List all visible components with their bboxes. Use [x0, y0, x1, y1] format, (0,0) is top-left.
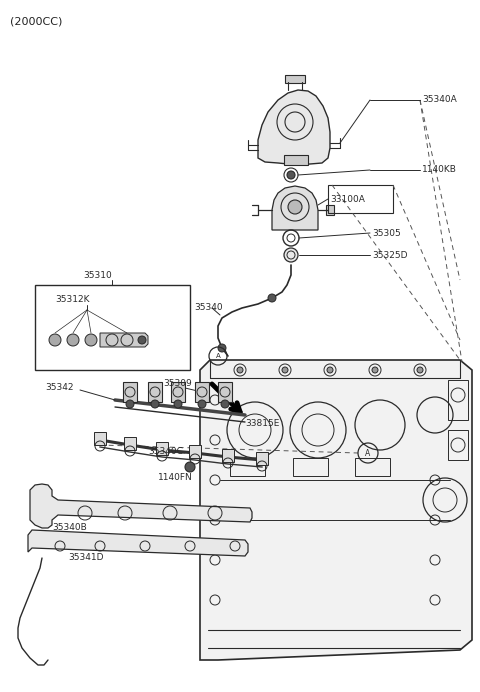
Bar: [230, 458, 265, 476]
Circle shape: [288, 200, 302, 214]
Text: 35312K: 35312K: [55, 295, 89, 304]
Circle shape: [85, 334, 97, 346]
Polygon shape: [256, 452, 268, 465]
Polygon shape: [156, 442, 168, 455]
Bar: [285, 75, 305, 83]
Bar: [448, 380, 468, 420]
Circle shape: [218, 344, 226, 352]
Circle shape: [174, 400, 182, 408]
Text: 1140KB: 1140KB: [422, 165, 457, 174]
Text: A: A: [365, 448, 371, 457]
Polygon shape: [148, 382, 162, 402]
Text: 33815E: 33815E: [245, 419, 279, 428]
Text: 35340C: 35340C: [148, 448, 183, 457]
Text: 35342: 35342: [45, 383, 73, 392]
Text: 1140FN: 1140FN: [158, 473, 193, 482]
Circle shape: [282, 367, 288, 373]
Polygon shape: [195, 382, 209, 402]
Circle shape: [237, 367, 243, 373]
Text: 35310: 35310: [83, 271, 112, 280]
Circle shape: [372, 367, 378, 373]
Polygon shape: [123, 382, 137, 402]
Bar: [448, 430, 468, 460]
Text: 35325D: 35325D: [372, 251, 408, 260]
Bar: [355, 458, 390, 476]
Text: (2000CC): (2000CC): [10, 17, 62, 27]
Polygon shape: [258, 90, 330, 165]
Circle shape: [221, 400, 229, 408]
Polygon shape: [28, 530, 248, 556]
Polygon shape: [222, 449, 234, 462]
Text: 35309: 35309: [163, 379, 192, 388]
Circle shape: [185, 462, 195, 472]
Text: A: A: [216, 353, 220, 359]
Polygon shape: [171, 382, 185, 402]
Bar: [326, 205, 334, 215]
Circle shape: [287, 171, 295, 179]
Bar: [284, 155, 308, 165]
Text: 33100A: 33100A: [330, 196, 365, 205]
Circle shape: [284, 248, 298, 262]
Polygon shape: [94, 432, 106, 445]
Polygon shape: [218, 382, 232, 402]
Bar: [328, 185, 393, 213]
Polygon shape: [124, 437, 136, 450]
Text: 35340B: 35340B: [52, 524, 87, 533]
Circle shape: [198, 400, 206, 408]
Text: 35305: 35305: [372, 228, 401, 237]
Polygon shape: [272, 186, 318, 230]
Circle shape: [138, 336, 146, 344]
Circle shape: [126, 400, 134, 408]
Text: 35340: 35340: [194, 304, 223, 313]
Circle shape: [417, 367, 423, 373]
Circle shape: [268, 294, 276, 302]
Circle shape: [327, 367, 333, 373]
Circle shape: [67, 334, 79, 346]
Text: 35340A: 35340A: [422, 95, 457, 104]
Polygon shape: [200, 360, 472, 660]
Polygon shape: [100, 333, 148, 347]
Circle shape: [151, 400, 159, 408]
Bar: [293, 458, 328, 476]
Bar: [35, 285, 190, 370]
Text: 35341D: 35341D: [68, 554, 104, 563]
Polygon shape: [189, 445, 201, 458]
Circle shape: [49, 334, 61, 346]
Polygon shape: [30, 484, 252, 528]
